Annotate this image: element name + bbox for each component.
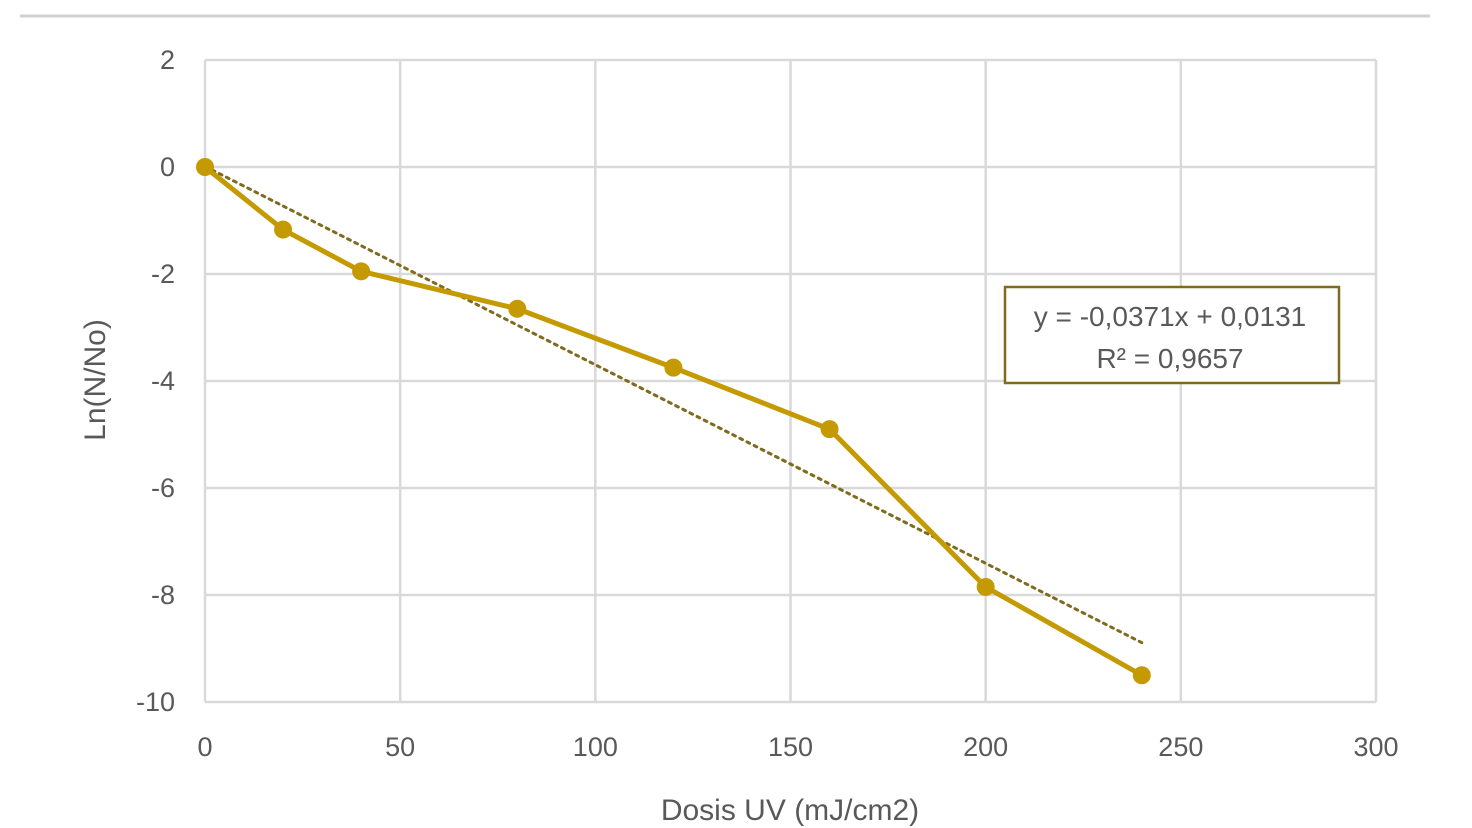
y-tick-label: -2 (151, 259, 175, 289)
y-tick-label: 2 (160, 45, 175, 75)
data-point (196, 158, 214, 176)
x-tick-label: 300 (1353, 732, 1398, 762)
x-tick-label: 100 (573, 732, 618, 762)
x-axis-ticks: 0 50 100 150 200 250 300 (197, 732, 1398, 762)
y-tick-label: 0 (160, 152, 175, 182)
data-series (196, 158, 1151, 685)
series-line (202, 164, 1145, 678)
x-tick-label: 200 (963, 732, 1008, 762)
trendline-path (203, 164, 1144, 645)
data-point (820, 420, 839, 439)
y-axis-ticks: 2 0 -2 -4 -6 -8 -10 (136, 45, 175, 717)
trendline-equation-box: y = -0,0371x + 0,0131 R² = 0,9657 (1003, 285, 1341, 385)
y-tick-label: -10 (136, 687, 175, 717)
y-tick-label: -4 (151, 366, 175, 396)
trendline (203, 164, 1144, 645)
y-tick-label: -6 (151, 473, 175, 503)
data-point (976, 577, 995, 596)
data-point (664, 358, 683, 377)
x-axis-title: Dosis UV (mJ/cm2) (661, 794, 919, 827)
data-point (508, 299, 527, 318)
x-tick-label: 50 (385, 732, 415, 762)
data-point (274, 220, 293, 239)
x-tick-label: 0 (197, 732, 212, 762)
data-point (352, 262, 371, 281)
y-axis-title: Ln(N/No) (79, 319, 112, 441)
x-tick-label: 150 (768, 732, 813, 762)
data-point (1132, 666, 1151, 685)
equation-box-border (1003, 285, 1341, 385)
y-tick-label: -8 (151, 580, 175, 610)
x-tick-label: 250 (1158, 732, 1203, 762)
trendline-equation: y = -0,0371x + 0,0131 (1034, 301, 1306, 332)
trendline-r-squared: R² = 0,9657 (1096, 343, 1243, 374)
